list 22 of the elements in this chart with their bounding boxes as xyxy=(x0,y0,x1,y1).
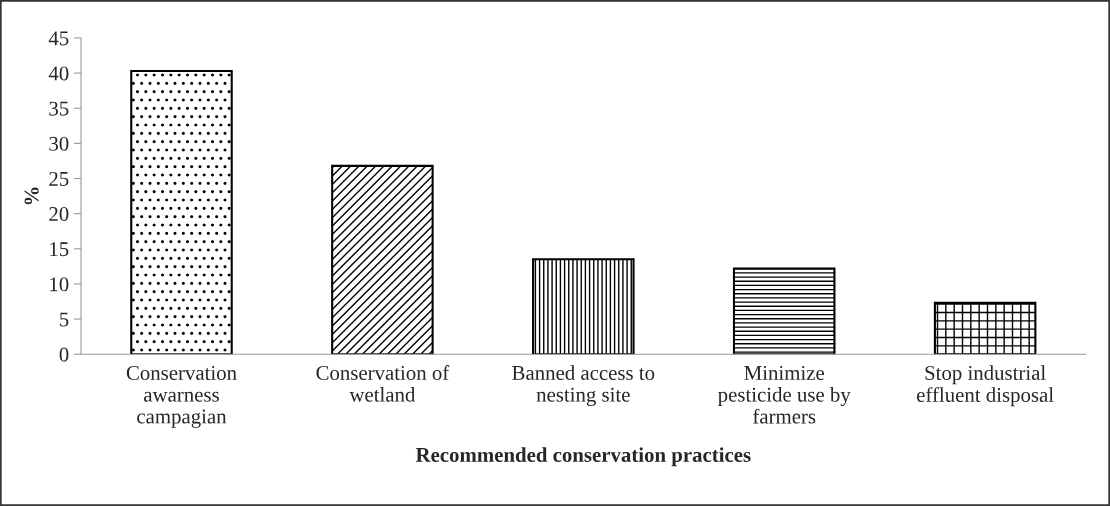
y-tick-label: 5 xyxy=(60,312,69,327)
x-axis-title: Recommended conservation practices xyxy=(415,447,751,467)
y-axis-title: % xyxy=(24,187,39,205)
x-tick-label: Banned access to nesting site xyxy=(512,365,655,407)
x-tick-label: Conservation of wetland xyxy=(316,365,450,402)
x-tick-label: Stop industrial effluent disposal xyxy=(916,365,1054,407)
bar xyxy=(532,258,635,355)
bar xyxy=(130,69,233,355)
y-tick-label: 0 xyxy=(59,347,69,362)
y-tick-label: 15 xyxy=(50,242,69,257)
bar xyxy=(933,301,1037,355)
y-tick-label: 45 xyxy=(48,31,69,46)
bar xyxy=(732,267,836,355)
y-tick-label: 10 xyxy=(50,277,69,292)
x-tick-label: Conservation awarness campagian xyxy=(126,365,237,428)
y-tick-label: 40 xyxy=(48,66,69,81)
y-tick-label: 30 xyxy=(49,136,69,151)
y-tick-label: 20 xyxy=(49,207,69,222)
x-tick-label: Minimize pesticide use by farmers xyxy=(718,365,851,424)
y-tick-label: 25 xyxy=(49,171,69,186)
y-tick-label: 35 xyxy=(49,101,69,116)
bar xyxy=(331,164,434,355)
